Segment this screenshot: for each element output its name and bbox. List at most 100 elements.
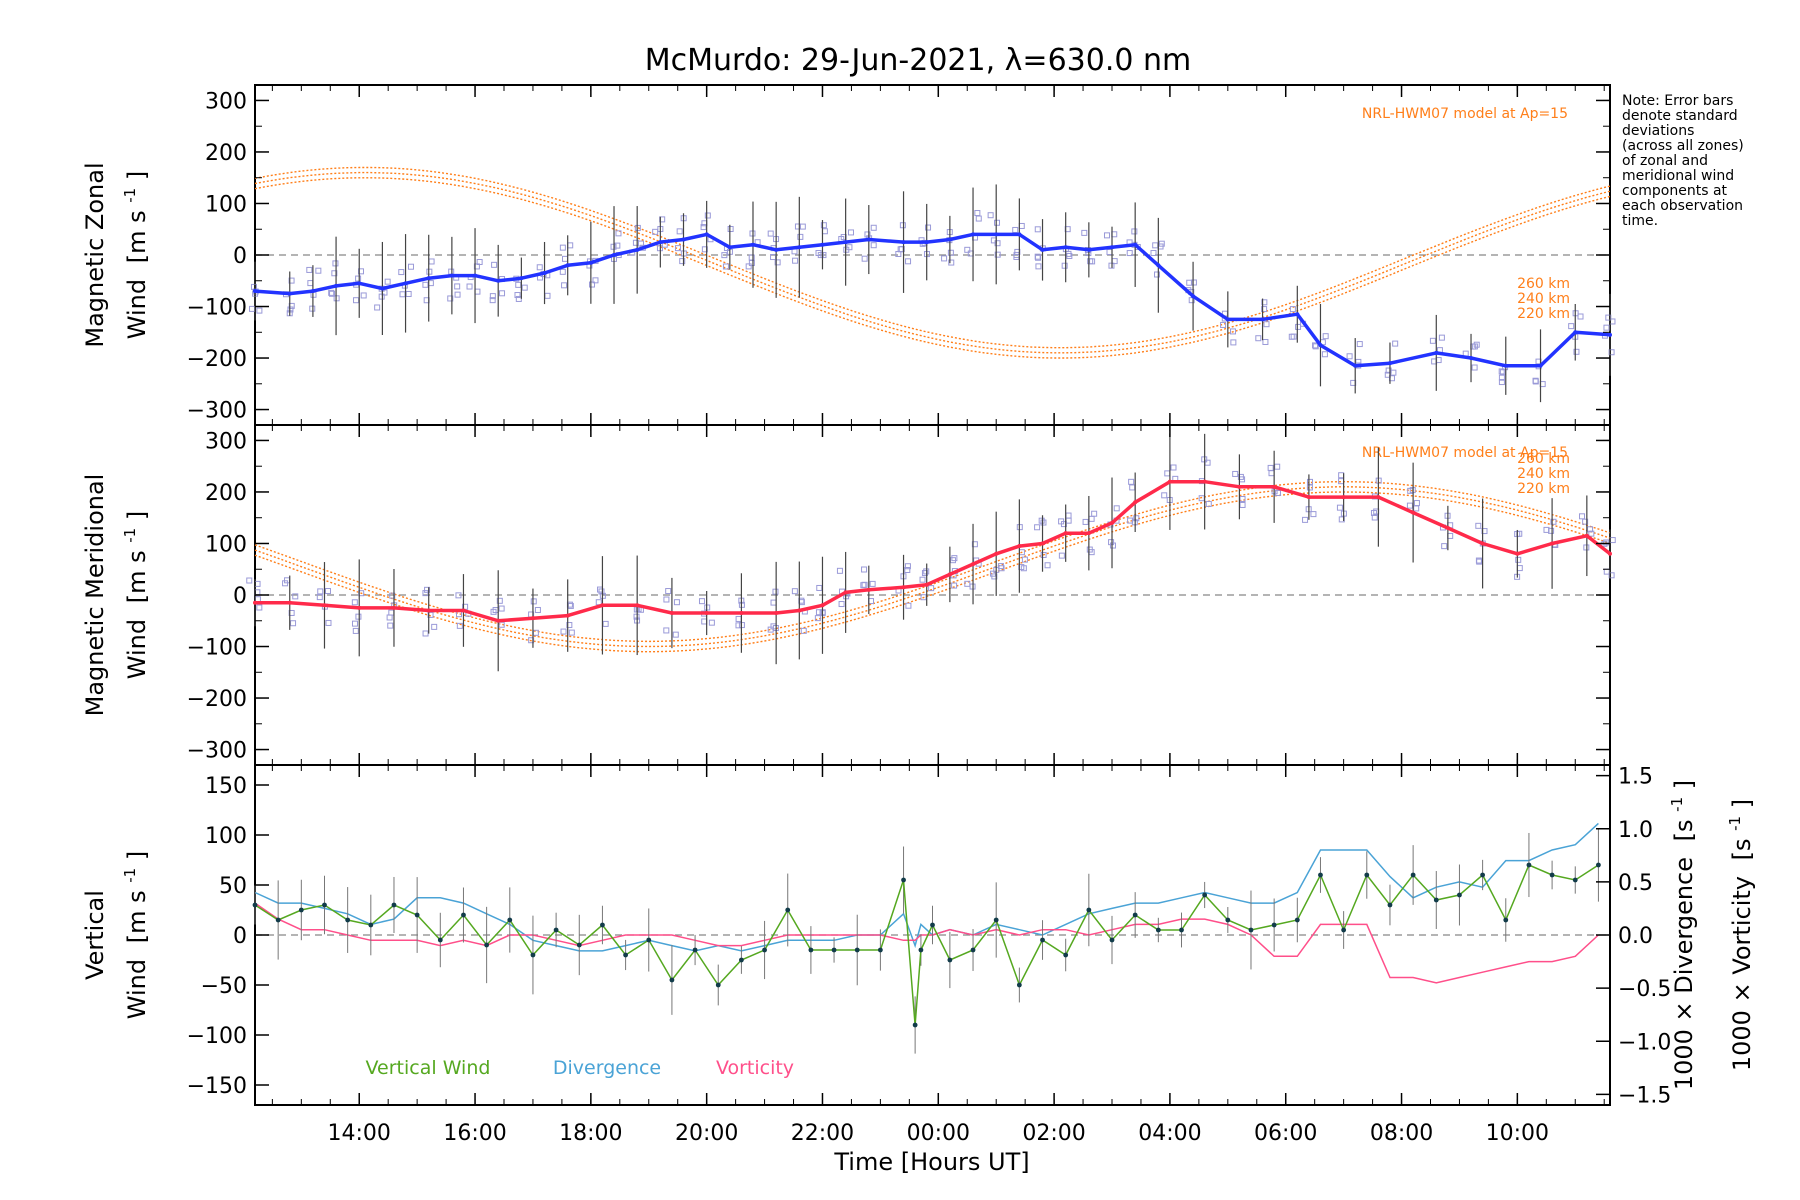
vertical-ylabel-close: ] xyxy=(123,851,151,860)
meridional-y-tick-label: 0 xyxy=(233,584,247,609)
meridional-zone-sample xyxy=(431,623,438,630)
vertical-y-tick-label: 50 xyxy=(219,874,247,899)
meridional-wind-point xyxy=(774,611,779,616)
zonal-model-alt-1: 260 km xyxy=(1517,276,1570,292)
zonal-zone-sample xyxy=(820,222,827,229)
zonal-wind-point xyxy=(334,283,339,288)
vertical-wind-point xyxy=(275,917,281,923)
meridional-wind-point xyxy=(287,600,292,605)
zonal-zone-sample xyxy=(1018,222,1025,229)
meridional-wind-point xyxy=(994,551,999,556)
x-tick-label: 08:00 xyxy=(1370,1121,1433,1146)
meridional-zone-sample xyxy=(597,586,604,593)
note-line: (across all zones) xyxy=(1622,138,1744,154)
zonal-wind-point xyxy=(658,240,663,245)
zonal-zone-sample xyxy=(428,258,435,265)
vertical-wind-point xyxy=(646,937,652,943)
zonal-zone-sample xyxy=(792,257,799,264)
meridional-zone-sample xyxy=(424,586,431,593)
zonal-zone-sample xyxy=(721,252,728,259)
zonal-zone-sample xyxy=(515,295,522,302)
meridional-model-curve-2 xyxy=(254,486,1611,648)
zonal-zone-sample xyxy=(770,254,777,261)
meridional-zone-sample xyxy=(921,570,928,577)
meridional-zone-sample xyxy=(1129,484,1136,491)
x-tick-label: 04:00 xyxy=(1138,1121,1201,1146)
zonal-zone-sample xyxy=(964,246,971,253)
meridional-zone-sample xyxy=(1205,500,1212,507)
meridional-wind-point xyxy=(820,603,825,608)
zonal-zone-sample xyxy=(994,219,1001,226)
meridional-ylabel-word: Wind xyxy=(123,619,151,679)
meridional-ylabel-line2: Wind [m s -1 ] xyxy=(113,511,151,679)
zonal-wind-point xyxy=(357,281,362,286)
vorticity-line xyxy=(254,902,1599,984)
meridional-wind-point xyxy=(391,605,396,610)
vertical-wind-point xyxy=(553,927,559,933)
vertical-wind-point xyxy=(739,957,744,963)
zonal-wind-point xyxy=(1608,332,1612,337)
meridional-zone-sample xyxy=(701,618,708,625)
note-line: each observation xyxy=(1622,198,1743,214)
zonal-wind-point xyxy=(750,242,755,247)
meridional-wind-point xyxy=(461,608,466,613)
meridional-zone-sample xyxy=(455,592,462,599)
meridional-wind-point xyxy=(866,587,871,592)
zonal-zone-sample xyxy=(466,283,473,290)
meridional-wind-point xyxy=(600,603,605,608)
zonal-zone-sample xyxy=(704,212,711,219)
vertical-ylabel-exp: -1 xyxy=(121,868,139,883)
zonal-zone-sample xyxy=(1603,324,1610,331)
zonal-zone-sample xyxy=(1573,348,1580,355)
zonal-zone-sample xyxy=(328,289,335,296)
right-y-tick-label: 0.5 xyxy=(1618,871,1653,896)
vertical-wind-point xyxy=(1109,937,1115,943)
meridional-zone-sample xyxy=(351,620,358,627)
vertical-wind-point xyxy=(345,917,351,923)
zonal-wind-point xyxy=(612,253,617,257)
zonal-zone-sample xyxy=(864,231,871,238)
x-tick-label: 06:00 xyxy=(1254,1121,1317,1146)
meridional-wind-point xyxy=(797,608,802,613)
zonal-y-tick-label: 100 xyxy=(205,192,247,217)
meridional-ylabel-line1: Magnetic Meridional xyxy=(81,474,109,717)
meridional-wind-point xyxy=(947,572,952,577)
meridional-zone-sample xyxy=(1306,484,1313,491)
divergence-axis-units: [s xyxy=(1670,819,1698,841)
zonal-zone-sample xyxy=(615,230,622,237)
zonal-zone-sample xyxy=(994,251,1001,258)
meridional-y-tick-label: 300 xyxy=(205,429,247,454)
zonal-zone-sample xyxy=(1061,262,1068,269)
meridional-zone-sample xyxy=(534,606,541,613)
zonal-zone-sample xyxy=(1089,258,1096,265)
zonal-zone-sample xyxy=(398,269,405,276)
zonal-zone-sample xyxy=(1081,229,1088,236)
meridional-zone-sample xyxy=(861,566,868,573)
meridional-zone-sample xyxy=(1088,515,1095,522)
zonal-zone-sample xyxy=(727,225,734,232)
vertical-wind-line xyxy=(254,864,1599,1026)
legend-vertical-wind: Vertical Wind xyxy=(366,1057,491,1079)
zonal-zone-sample xyxy=(1532,378,1539,385)
meridional-wind-point xyxy=(1584,533,1589,538)
zonal-zone-sample xyxy=(405,290,412,297)
zonal-zone-sample xyxy=(515,281,522,288)
meridional-zone-sample xyxy=(1161,492,1168,499)
meridional-ylabel-units: [m s xyxy=(123,550,151,603)
meridional-zone-sample xyxy=(427,611,434,618)
vertical-wind-point xyxy=(854,947,860,953)
zonal-zone-sample xyxy=(562,255,569,262)
zonal-zone-sample xyxy=(331,270,338,277)
meridional-zone-sample xyxy=(316,594,323,601)
meridional-zone-sample xyxy=(1475,557,1482,564)
zonal-zone-sample xyxy=(905,258,912,265)
vertical-panel: Vertical Wind [m s -1 ] 1000 × Divergenc… xyxy=(81,764,1756,1106)
meridional-zone-sample xyxy=(1302,516,1309,523)
zonal-zone-sample xyxy=(592,277,599,284)
vertical-wind-point xyxy=(1063,952,1069,958)
zonal-zone-sample xyxy=(1312,343,1319,350)
zonal-zone-sample xyxy=(821,228,828,235)
meridional-zone-sample xyxy=(1239,496,1246,503)
zonal-zone-sample xyxy=(474,288,481,295)
zonal-zone-sample xyxy=(1498,368,1505,375)
